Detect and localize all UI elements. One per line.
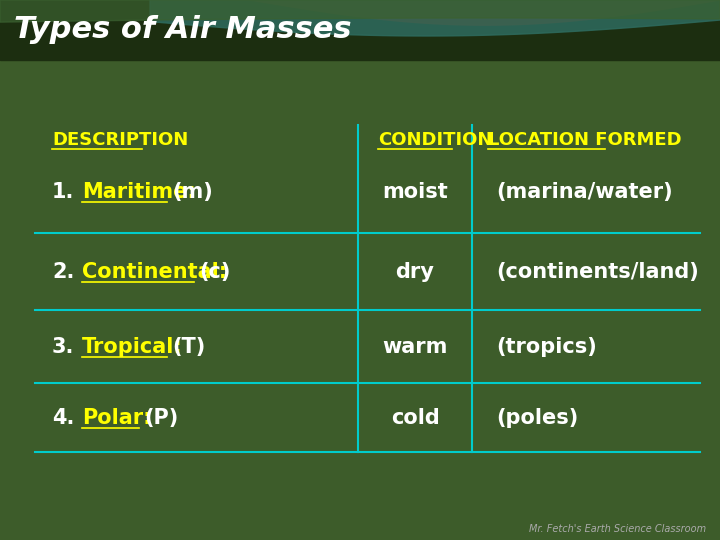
Text: LOCATION FORMED: LOCATION FORMED xyxy=(488,131,682,149)
Text: Maritime:: Maritime: xyxy=(82,182,196,202)
Text: cold: cold xyxy=(391,408,439,428)
Text: Types of Air Masses: Types of Air Masses xyxy=(14,16,351,44)
Text: (marina/water): (marina/water) xyxy=(496,182,672,202)
Text: (c): (c) xyxy=(199,262,230,282)
Text: (T): (T) xyxy=(172,337,205,357)
Text: moist: moist xyxy=(382,182,448,202)
Text: Continental:: Continental: xyxy=(82,262,227,282)
Text: dry: dry xyxy=(395,262,434,282)
Text: (tropics): (tropics) xyxy=(496,337,597,357)
Text: DESCRIPTION: DESCRIPTION xyxy=(52,131,188,149)
Text: (continents/land): (continents/land) xyxy=(496,262,698,282)
Bar xyxy=(0,60,720,540)
Polygon shape xyxy=(250,0,720,25)
Text: 1.: 1. xyxy=(52,182,74,202)
Text: (m): (m) xyxy=(172,182,212,202)
Text: Mr. Fetch's Earth Science Classroom: Mr. Fetch's Earth Science Classroom xyxy=(529,524,706,534)
Text: 2.: 2. xyxy=(52,262,74,282)
Text: Tropical:: Tropical: xyxy=(82,337,183,357)
Text: warm: warm xyxy=(382,337,448,357)
Text: CONDITION: CONDITION xyxy=(378,131,492,149)
Polygon shape xyxy=(0,0,720,22)
Bar xyxy=(0,0,720,60)
Text: 3.: 3. xyxy=(52,337,74,357)
Text: (poles): (poles) xyxy=(496,408,578,428)
Polygon shape xyxy=(150,0,720,36)
Text: Polar:: Polar: xyxy=(82,408,151,428)
Text: (P): (P) xyxy=(144,408,179,428)
Text: 4.: 4. xyxy=(52,408,74,428)
